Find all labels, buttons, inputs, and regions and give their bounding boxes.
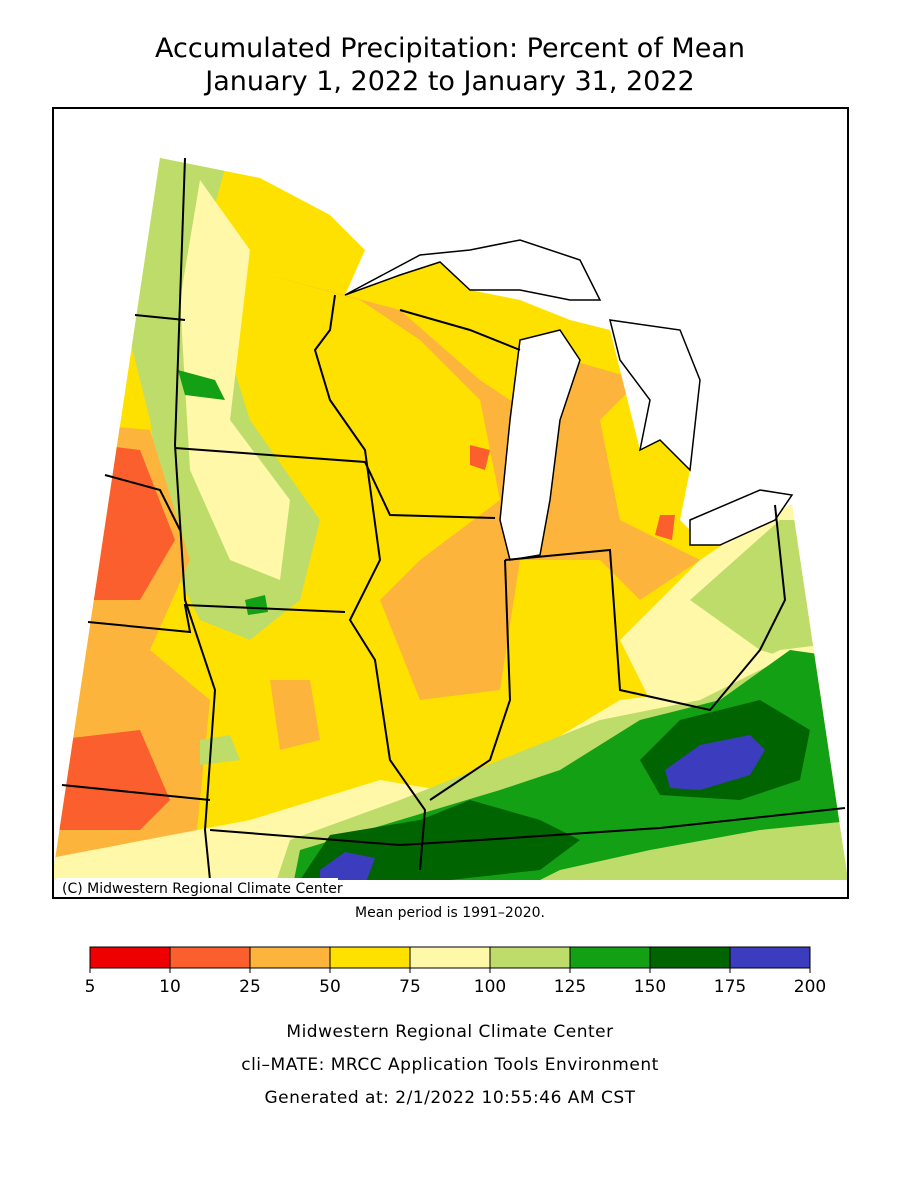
legend-swatch	[249, 946, 331, 969]
legend-label: 10	[159, 977, 181, 997]
legend-label: 150	[634, 977, 666, 997]
legend-swatch	[489, 946, 571, 969]
legend-swatch	[169, 946, 251, 969]
legend-label: 100	[474, 977, 506, 997]
subtitle: January 1, 2022 to January 31, 2022	[203, 66, 694, 97]
footer-line: cli–MATE: MRCC Application Tools Environ…	[241, 1055, 659, 1075]
legend-label: 5	[85, 977, 96, 997]
legend-swatch	[569, 946, 651, 969]
map: (C) Midwestern Regional Climate Center	[52, 107, 849, 899]
legend-label: 200	[794, 977, 826, 997]
legend-swatch	[89, 946, 171, 969]
legend-swatch	[409, 946, 491, 969]
footer-line: Generated at: 2/1/2022 10:55:46 AM CST	[264, 1088, 635, 1108]
map-credit: (C) Midwestern Regional Climate Center	[62, 881, 343, 897]
legend-swatch	[649, 946, 731, 969]
legend-label: 125	[554, 977, 586, 997]
mean-period-note: Mean period is 1991–2020.	[355, 905, 545, 921]
legend-label: 25	[239, 977, 261, 997]
legend: 5 10 25 50 75 100 125 150 175 200	[85, 946, 826, 997]
title: Accumulated Precipitation: Percent of Me…	[155, 33, 745, 64]
legend-label: 75	[399, 977, 421, 997]
footer-line: Midwestern Regional Climate Center	[286, 1022, 613, 1042]
footer: Midwestern Regional Climate Center cli–MA…	[241, 1022, 659, 1108]
legend-label: 175	[714, 977, 746, 997]
legend-swatch	[329, 946, 411, 969]
legend-swatch	[729, 946, 811, 969]
legend-label: 50	[319, 977, 341, 997]
